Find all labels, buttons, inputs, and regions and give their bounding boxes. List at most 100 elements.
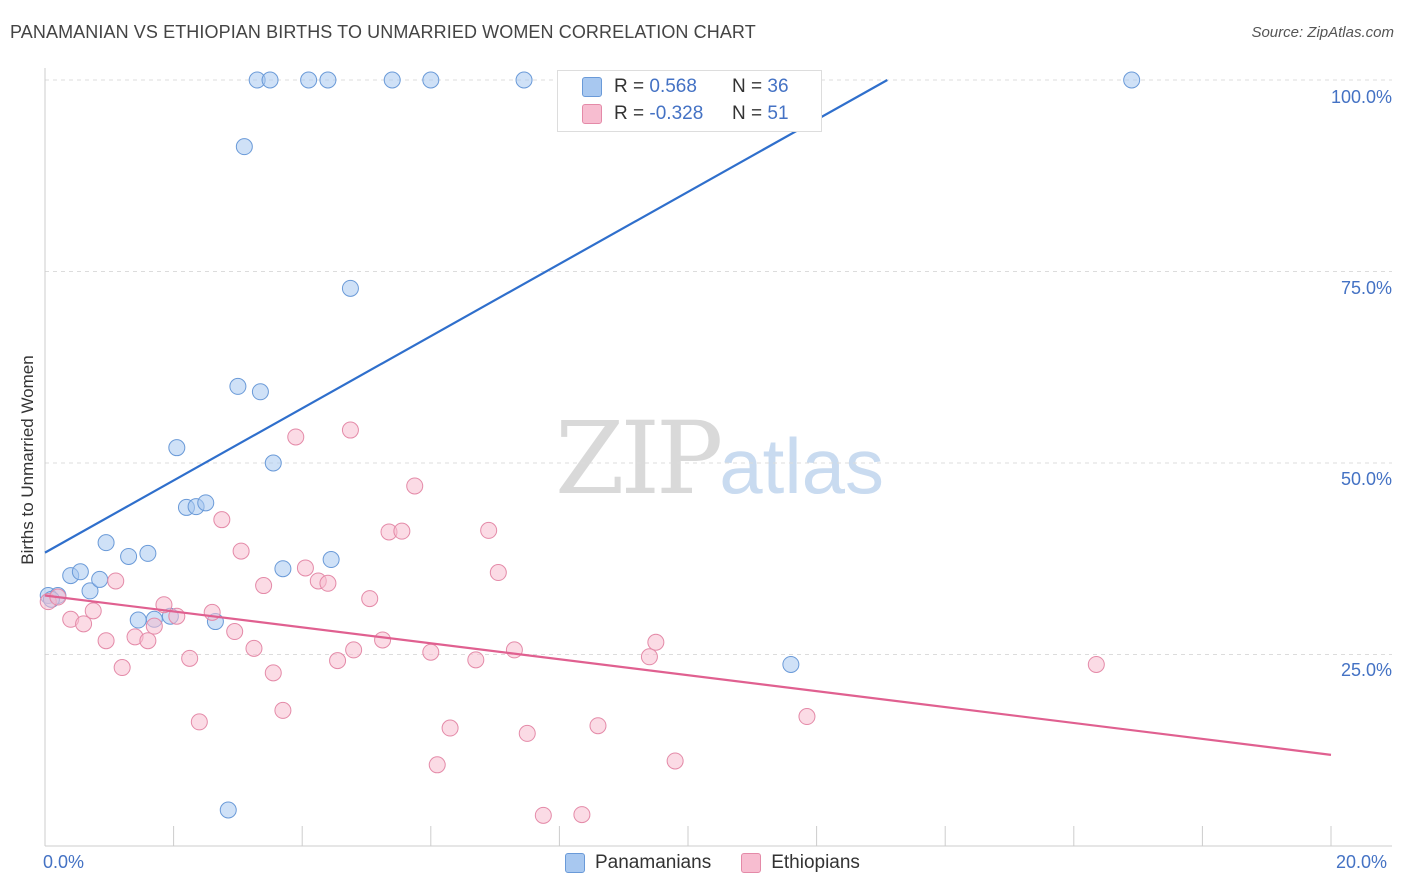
panamanians-point: [120, 547, 138, 565]
legend-swatch-pink: [582, 104, 602, 124]
legend-r-value: -0.328: [649, 103, 704, 124]
ethiopians-point: [341, 421, 359, 439]
ethiopians-point: [589, 717, 607, 735]
x-tick-label-min: 0.0%: [43, 852, 85, 872]
panamanians-point: [274, 560, 292, 578]
panamanians-point: [168, 439, 186, 457]
panamanians-point: [319, 71, 337, 89]
panamanians-point: [251, 383, 269, 401]
legend-r-label: R =: [614, 76, 645, 97]
ethiopians-point: [534, 806, 552, 824]
ethiopians-point: [84, 602, 102, 620]
ethiopians-point: [139, 632, 157, 650]
ethiopians-point: [467, 651, 485, 669]
ethiopians-point: [361, 590, 379, 608]
ethiopians-point: [480, 521, 498, 539]
ethiopians-point: [374, 631, 392, 649]
panamanians-point: [81, 582, 99, 600]
ethiopians-point: [441, 719, 459, 737]
ethiopians-point: [296, 559, 314, 577]
ethiopians-point: [393, 522, 411, 540]
panamanians-point: [782, 655, 800, 673]
ethiopians-point: [345, 641, 363, 659]
y-tick-label-50: 50.0%: [1340, 469, 1392, 489]
legend-swatch-blue: [582, 77, 602, 97]
panamanians-point: [219, 801, 237, 819]
watermark: ZIPatlas: [555, 400, 884, 517]
panamanians-point: [97, 534, 115, 552]
source-label: Source: ZipAtlas.com: [1251, 24, 1394, 41]
ethiopians-point: [489, 564, 507, 582]
panamanians-trend-line: [44, 79, 888, 554]
legend-label-ethiopians: Ethiopians: [771, 852, 860, 873]
legend-swatch-blue: [565, 853, 585, 873]
panamanians-point: [71, 563, 89, 581]
legend-n-label: N =: [732, 103, 763, 124]
legend-swatch-pink: [741, 853, 762, 873]
ethiopians-point: [422, 643, 440, 661]
ethiopians-point: [97, 632, 115, 650]
ethiopians-point: [145, 617, 163, 635]
ethiopians-point: [406, 477, 424, 495]
panamanians-point: [139, 544, 157, 562]
panamanians-point: [261, 71, 279, 89]
panamanians-point: [515, 71, 533, 89]
legend-row-panamanians: R = 0.568 N = 36: [582, 74, 789, 100]
ethiopians-point: [113, 659, 131, 677]
y-tick-label-100: 100.0%: [1330, 87, 1392, 107]
ethiopians-point: [181, 649, 199, 667]
ethiopians-point: [245, 639, 263, 657]
panamanians-point: [235, 138, 253, 156]
panamanians-point: [197, 494, 215, 512]
panamanians-point: [91, 570, 109, 588]
x-tick-label-max: 20.0%: [1336, 852, 1388, 872]
ethiopians-point: [255, 577, 273, 595]
ethiopians-point: [640, 648, 658, 666]
watermark-zip: ZIP: [555, 400, 723, 517]
ethiopians-point: [1087, 655, 1105, 673]
watermark-atlas: atlas: [719, 422, 885, 510]
panamanians-point: [300, 71, 318, 89]
ethiopians-point: [329, 652, 347, 670]
ethiopians-point: [107, 572, 125, 590]
ethiopians-point: [213, 511, 231, 529]
series-legend: Panamanians Ethiopians: [565, 852, 890, 874]
ethiopians-point: [226, 623, 244, 641]
legend-n-label: N =: [732, 76, 763, 97]
correlation-legend: R = 0.568 N = 36 R = -0.328 N = 51: [557, 70, 822, 132]
panamanians-point: [1123, 71, 1141, 89]
panamanians-point: [264, 454, 282, 472]
ethiopians-point: [666, 752, 684, 770]
ethiopians-trend-line: [44, 594, 1332, 756]
legend-n-value: 36: [767, 76, 789, 97]
y-tick-label-75: 75.0%: [1340, 278, 1392, 298]
ethiopians-point: [428, 756, 446, 774]
panamanians-point: [129, 611, 147, 629]
ethiopians-point: [264, 664, 282, 682]
panamanians-point: [341, 279, 359, 297]
ethiopians-point: [287, 428, 305, 446]
panamanians-point: [422, 71, 440, 89]
ethiopians-point: [647, 633, 665, 651]
ethiopians-point: [518, 724, 536, 742]
chart-title: PANAMANIAN VS ETHIOPIAN BIRTHS TO UNMARR…: [10, 22, 756, 42]
legend-row-ethiopians: R = -0.328 N = 51: [582, 101, 789, 127]
panamanians-point: [229, 377, 247, 395]
ethiopians-point: [573, 806, 591, 824]
ethiopians-point: [232, 542, 250, 560]
y-axis-label: Births to Unmarried Women: [18, 355, 37, 565]
legend-r-label: R =: [614, 103, 645, 124]
legend-item-ethiopians[interactable]: Ethiopians: [741, 852, 860, 874]
panamanians-point: [383, 71, 401, 89]
legend-item-panamanians[interactable]: Panamanians: [565, 852, 711, 874]
ethiopians-point: [274, 701, 292, 719]
ethiopians-point: [190, 713, 208, 731]
legend-label-panamanians: Panamanians: [595, 852, 712, 873]
ethiopians-point: [75, 615, 93, 633]
legend-n-value: 51: [767, 103, 789, 124]
ethiopians-point: [798, 708, 816, 726]
y-tick-label-25: 25.0%: [1340, 660, 1392, 680]
ethiopians-point: [319, 574, 337, 592]
legend-r-value: 0.568: [649, 76, 697, 97]
